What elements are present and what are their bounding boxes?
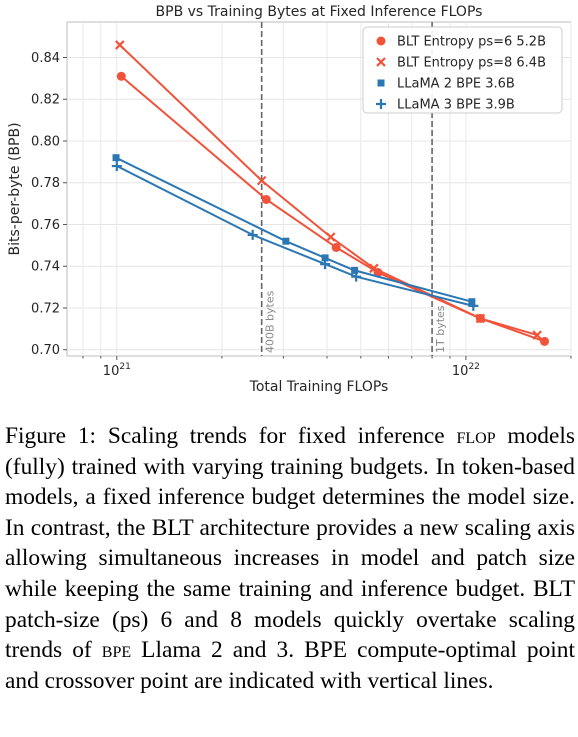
- legend-label: LLaMA 2 BPE 3.6B: [397, 77, 515, 92]
- data-point-x: [369, 263, 379, 274]
- legend: BLT Entropy ps=6 5.2B BLT Entropy ps=8 6.…: [362, 26, 563, 114]
- x-tick-base: 10: [452, 364, 469, 379]
- data-point-x: [115, 40, 125, 50]
- data-point-circle: [261, 194, 271, 204]
- data-point-square: [112, 154, 120, 162]
- data-point-plus: [320, 259, 331, 270]
- data-point-square: [468, 298, 476, 306]
- x-tick-base: 10: [103, 364, 120, 379]
- y-tick-label: 0.72: [31, 301, 60, 316]
- x-axis-label: Total Training FLOPs: [249, 379, 389, 395]
- figure-caption: Figure 1: Scaling trends for fixed infer…: [5, 421, 575, 696]
- data-point-square: [321, 254, 329, 262]
- x-tick-exponent: 21: [119, 362, 130, 372]
- legend-label: LLaMA 3 BPE 3.9B: [397, 98, 515, 113]
- scaling-chart: 400B bytes 1T bytes 0.70 0.72 0.74 0.76 0.78 0…: [7, 4, 572, 395]
- series-line-2: [119, 44, 538, 337]
- data-point-x: [532, 330, 542, 340]
- data-point-circle: [540, 336, 550, 346]
- data-point-x: [475, 313, 486, 324]
- x-tick-label: 1022: [452, 362, 480, 379]
- data-point-square: [351, 266, 359, 274]
- caption-text-2: models (fully) trained with varying trai…: [5, 423, 575, 664]
- y-axis-label: Bits-per-byte (BPB): [7, 122, 23, 255]
- caption-bpe-abbr: bpe: [101, 637, 132, 664]
- data-point-plus: [247, 229, 258, 240]
- legend-marker-square: [377, 79, 385, 87]
- data-point-circle: [331, 242, 341, 252]
- data-point-plus: [351, 271, 362, 282]
- x-tick-label: 1021: [103, 362, 131, 379]
- legend-label: BLT Entropy ps=6 5.2B: [397, 35, 546, 50]
- data-point-circle: [116, 71, 126, 81]
- x-tick-exponent: 22: [468, 362, 479, 372]
- caption-text-3: Llama 2 and 3. BPE compute-optimal point…: [5, 637, 575, 694]
- y-tick-label: 0.78: [31, 176, 60, 191]
- y-tick-label: 0.70: [31, 343, 60, 358]
- y-tick-label: 0.80: [31, 134, 60, 149]
- vline-label: 400B bytes: [264, 290, 277, 353]
- legend-marker-x: [376, 57, 386, 67]
- y-tick-label: 0.82: [31, 93, 60, 108]
- y-tick-label: 0.84: [31, 51, 60, 66]
- data-point-x: [256, 175, 267, 186]
- legend-label: BLT Entropy ps=8 6.4B: [397, 56, 546, 71]
- y-tick-label: 0.74: [31, 260, 60, 275]
- vline-label: 1T bytes: [434, 305, 447, 353]
- legend-box: [362, 26, 563, 114]
- chart-title: BPB vs Training Bytes at Fixed Inference…: [156, 4, 483, 20]
- y-tick-label: 0.76: [31, 218, 60, 233]
- data-point-x: [325, 232, 336, 242]
- legend-marker-plus: [376, 99, 386, 109]
- data-point-plus: [468, 300, 479, 311]
- caption-text-1: Scaling trends for fixed inference: [107, 423, 445, 449]
- data-point-square: [282, 237, 290, 245]
- caption-flop-abbr: flop: [456, 423, 496, 449]
- caption-label: Figure 1:: [5, 423, 97, 449]
- legend-marker-circle: [376, 36, 386, 46]
- data-point-plus: [111, 161, 122, 172]
